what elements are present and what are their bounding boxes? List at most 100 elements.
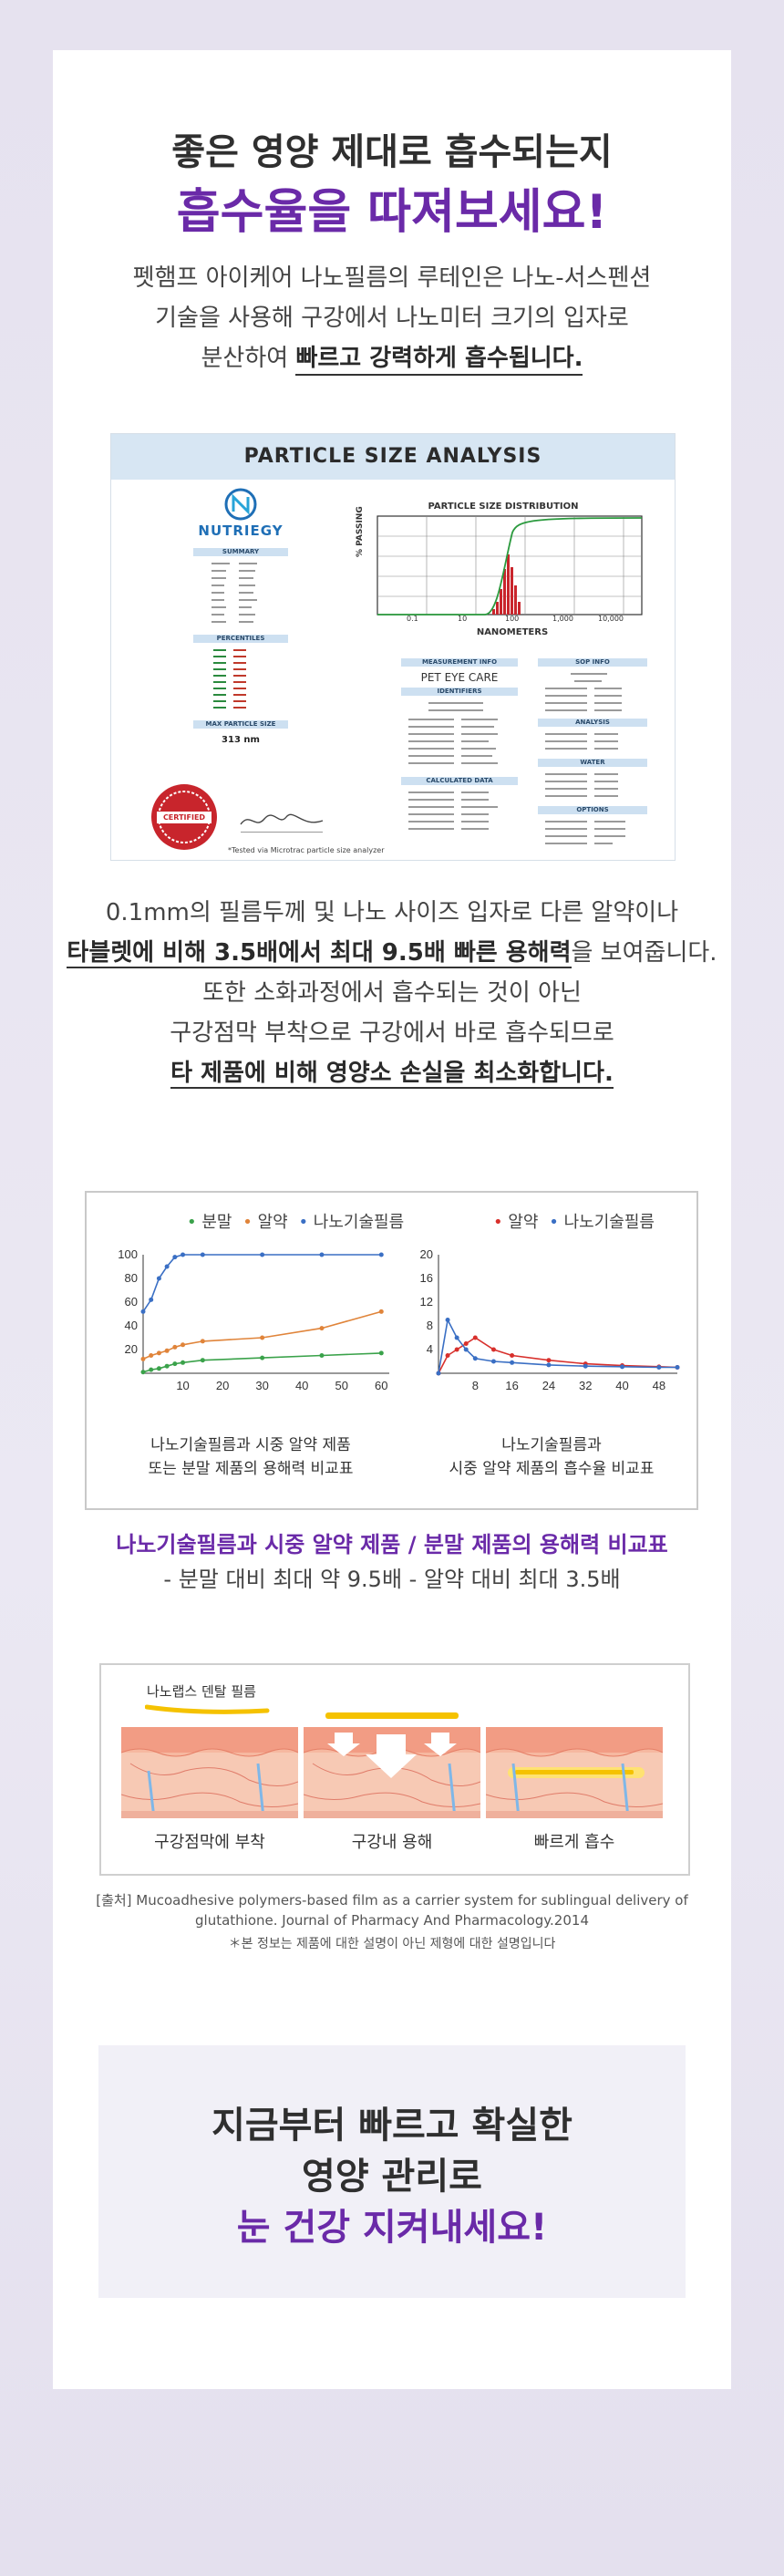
nutriegy-logo-text: NUTRIEGY [198,522,284,539]
legend-pill-right: 알약 [508,1213,539,1232]
data-point [546,1362,552,1368]
series-line [438,1337,678,1374]
series-line [142,1254,382,1312]
data-point [472,1356,478,1361]
data-point [546,1358,552,1363]
y-tick-label: 12 [420,1295,433,1309]
legend-dot-pill: • [242,1213,253,1232]
calculated-table [408,791,498,830]
dist-x-tick: 100 [505,615,520,623]
legend-pill: 알약 [257,1213,288,1232]
step-attach: 구강점막에 부착 [154,1833,265,1852]
data-point [436,1371,441,1376]
data-point [510,1360,515,1365]
x-tick-label: 16 [505,1379,518,1392]
particle-report-header: PARTICLE SIZE ANALYSIS [111,434,675,480]
right-legend: • 알약 • 나노기술필름 [493,1209,655,1233]
legend-film: 나노기술필름 [313,1213,405,1232]
closing-line-1: 지금부터 빠르고 확실한 [211,2105,573,2147]
data-point [463,1347,469,1352]
y-tick-label: 80 [125,1271,138,1285]
distribution-y-label: % PASSING [356,506,365,557]
data-point [172,1344,178,1350]
data-point [378,1309,384,1314]
data-point [164,1264,170,1269]
data-point [319,1252,325,1257]
data-point [164,1363,170,1369]
x-tick-label: 48 [653,1379,665,1392]
y-tick-label: 20 [125,1342,138,1356]
x-tick-label: 40 [615,1379,628,1392]
identifiers-bar: IDENTIFIERS [401,688,518,696]
identifiers-table [408,702,498,764]
data-point [181,1252,186,1257]
left-chart-caption: 나노기술필름과 시중 알약 제품 또는 분말 제품의 용해력 비교표 [130,1433,371,1481]
distribution-x-label: NANOMETERS [476,627,549,637]
data-point [172,1361,178,1367]
panel-dissolve [304,1727,480,1818]
data-point [149,1297,154,1302]
x-tick-label: 24 [542,1379,555,1392]
data-point [181,1360,186,1365]
closing-line-2: 영양 관리로 [302,2156,482,2198]
explain-line-2-plain: 을 보여줍니다. [571,939,717,967]
sop-bar: SOP INFO [538,658,647,667]
data-point [156,1366,161,1371]
calculated-bar: CALCULATED DATA [401,777,518,785]
data-point [260,1335,265,1340]
dissolve-illustration: 나노랩스 덴탈 필름 [99,1663,690,1876]
dist-x-tick: 10,000 [598,615,624,623]
x-tick-label: 10 [176,1379,189,1392]
film-label: 나노랩스 덴탈 필름 [147,1683,256,1700]
intro-line-3-bold: 빠르고 강력하게 흡수됩니다. [295,345,583,376]
data-point [200,1339,205,1344]
legend-film-right: 나노기술필름 [563,1213,655,1232]
explain-line-5: 타 제품에 비해 영양소 손실을 최소화합니다. [0,1054,784,1089]
data-point [463,1341,469,1346]
legend-powder: 분말 [201,1213,232,1232]
comparison-graphs: • 분말 • 알약 • 나노기술필름 • 알약 • 나노기술필름 100 80 60… [85,1191,698,1510]
explain-line-5-bold: 타 제품에 비해 영양소 손실을 최소화합니다. [170,1060,614,1089]
x-tick-label: 30 [255,1379,268,1392]
closing-line-3: 눈 건강 지켜내세요! [236,2207,548,2249]
x-tick-label: 8 [472,1379,479,1392]
certified-seal-text: CERTIFIED [162,813,206,822]
data-point [454,1335,459,1340]
nutriegy-logo-icon [224,488,257,521]
distribution-title: PARTICLE SIZE DISTRIBUTION [428,502,579,512]
right-chart-caption: 나노기술필름과 시중 알약 제품의 흡수율 비교표 [431,1433,672,1481]
sample-name: PET EYE CARE [420,671,499,684]
signature-icon [240,813,324,833]
data-point [181,1342,186,1348]
source-note: ＊본 정보는 제품에 대한 설명이 아닌 제형에 대한 설명입니다 [228,1937,556,1951]
x-tick-label: 32 [579,1379,592,1392]
x-tick-label: 40 [295,1379,308,1392]
particle-size-report: PARTICLE SIZE ANALYSIS NUTRIEGY SUMMARY … [110,433,676,861]
measurement-bar: MEASUREMENT INFO [401,658,518,667]
data-point [164,1348,170,1353]
y-tick-label: 60 [125,1295,138,1309]
data-point [378,1252,384,1257]
legend-dot-pill-right: • [493,1213,503,1232]
x-tick-label: 20 [216,1379,229,1392]
max-size-bar: MAX PARTICLE SIZE [193,720,288,729]
panel-absorb [486,1727,663,1818]
explain-line-2-bold: 타블렛에 비해 3.5배에서 최대 9.5배 빠른 용해력 [67,939,572,968]
water-table [545,773,618,797]
data-point [140,1356,146,1361]
options-bar: OPTIONS [538,806,647,814]
y-tick-label: 16 [420,1271,433,1285]
data-point [140,1309,146,1314]
film-strip-icon [145,1704,270,1714]
dist-x-tick: 1,000 [552,615,573,623]
data-point [620,1364,625,1370]
data-point [200,1358,205,1363]
water-bar: WATER [538,759,647,767]
percentiles-bar: PERCENTILES [193,635,288,643]
summary-table [211,563,257,623]
data-point [472,1335,478,1340]
intro-line-2: 기술을 사용해 구강에서 나노미터 크기의 입자로 [155,305,629,332]
x-tick-label: 60 [375,1379,387,1392]
